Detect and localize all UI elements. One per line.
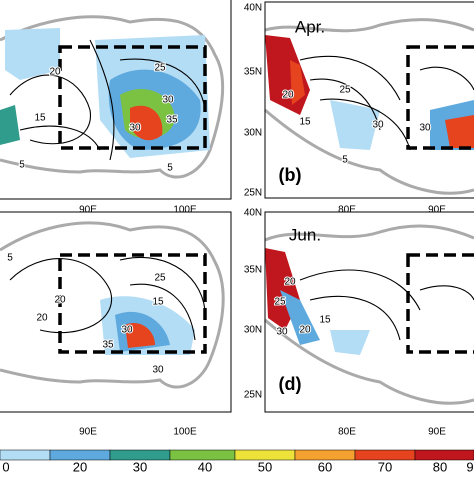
- contour-label: 5: [7, 253, 13, 264]
- colorbar: 0 20 30 40 50 60 70 80 9: [0, 449, 474, 474]
- contour-label: 25: [274, 297, 286, 308]
- plateau-outlines: [0, 15, 474, 405]
- x-axis-label: 80E: [338, 205, 356, 216]
- contour-label: 15: [152, 297, 164, 308]
- contour-label: 30: [129, 123, 141, 134]
- x-axis-label: 80E: [338, 427, 356, 438]
- panel-label: (d): [279, 374, 302, 394]
- colorbar-label: 0: [2, 459, 9, 474]
- colorbar-label: 50: [258, 459, 272, 474]
- y-axis-label: 30N: [244, 128, 262, 139]
- contour-label: 30: [372, 120, 384, 131]
- contour-label: 30: [162, 95, 174, 106]
- colorbar-label: 60: [318, 459, 332, 474]
- shaded-fields: [0, 28, 474, 355]
- contour-label: 25: [154, 63, 166, 74]
- contour-label: 30: [419, 123, 431, 134]
- y-axis-label: 25N: [244, 390, 262, 401]
- dashed-boxes: [58, 45, 474, 354]
- y-axis-label: 35N: [244, 265, 262, 276]
- contour-label: 5: [342, 155, 348, 166]
- y-axis-label: 40N: [244, 208, 262, 219]
- contour-label: 30: [121, 325, 133, 336]
- contour-label: 20: [299, 325, 311, 336]
- contour-label: 30: [152, 365, 164, 376]
- x-axis-label: 90E: [79, 205, 97, 216]
- y-axis-label: 35N: [244, 67, 262, 78]
- contour-label: 30: [276, 327, 288, 338]
- contour-label: 35: [166, 115, 178, 126]
- x-axis-label: 90E: [79, 427, 97, 438]
- colorbar-label: 30: [133, 459, 147, 474]
- colorbar-label: 80: [433, 459, 447, 474]
- contour-label: 25: [154, 273, 166, 284]
- contour-label: 20: [284, 277, 296, 288]
- y-axis-label: 40N: [244, 3, 262, 14]
- contour-label: 15: [319, 315, 331, 326]
- x-axis-label: 100E: [173, 205, 197, 216]
- contour-label: 20: [36, 313, 48, 324]
- panel-label: (b): [279, 165, 302, 185]
- contour-label: 15: [299, 117, 311, 128]
- x-axis-label: 90E: [428, 205, 446, 216]
- x-axis-label: 90E: [428, 427, 446, 438]
- colorbar-label: 40: [198, 459, 212, 474]
- contour-label: 25: [339, 85, 351, 96]
- y-axis-label: 30N: [244, 325, 262, 336]
- colorbar-label: 9: [466, 459, 473, 474]
- colorbar-swatch: [414, 449, 474, 461]
- frames: [0, 0, 474, 413]
- contour-lines: [9, 39, 474, 341]
- x-axis-label: 100E: [173, 427, 197, 438]
- colorbar-label: 70: [378, 459, 392, 474]
- contour-label: 20: [49, 67, 61, 78]
- contour-label: 5: [167, 163, 173, 174]
- contour-label: 35: [102, 340, 114, 351]
- contour-label: 5: [19, 160, 25, 171]
- colorbar-label: 20: [73, 459, 87, 474]
- month-label: Apr.: [295, 17, 325, 36]
- contour-label: 20: [282, 90, 294, 101]
- contour-label: 15: [34, 113, 46, 124]
- contour-label: 20: [54, 295, 66, 306]
- month-label: Jun.: [289, 225, 321, 244]
- y-axis-label: 25N: [244, 188, 262, 199]
